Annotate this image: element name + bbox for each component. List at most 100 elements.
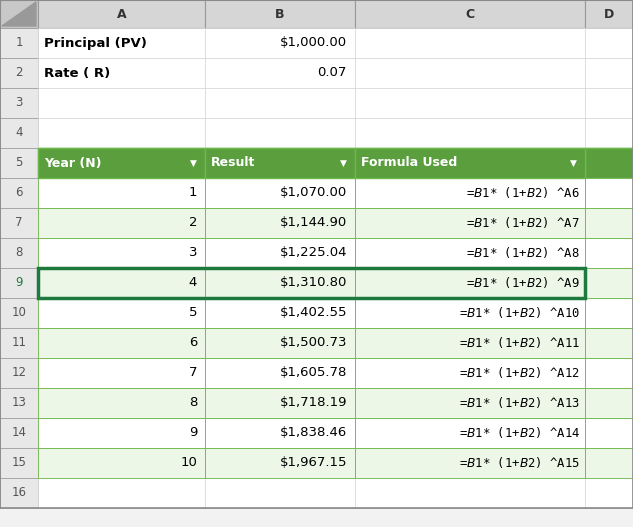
Bar [205,328,355,358]
Bar [355,448,585,478]
Text: 2: 2 [189,217,197,229]
Bar [38,28,205,58]
Bar [0,328,38,358]
Text: C: C [465,7,475,21]
Bar [355,208,585,238]
Bar [585,28,633,58]
Bar [205,298,355,328]
Text: =$B$1* (1+$B$2) ^A10: =$B$1* (1+$B$2) ^A10 [459,306,580,320]
Text: $1,070.00: $1,070.00 [280,187,347,200]
Bar [355,0,585,28]
Text: Principal (PV): Principal (PV) [44,36,147,50]
Text: 10: 10 [11,307,27,319]
Bar [38,238,205,268]
Text: ▼: ▼ [189,159,196,168]
Bar [355,88,585,118]
Text: Result: Result [211,157,255,170]
Text: $1,310.80: $1,310.80 [280,277,347,289]
Bar [0,388,38,418]
Bar [355,268,585,298]
Bar [205,0,355,28]
Bar [38,178,205,208]
Bar [355,178,585,208]
Bar [585,58,633,88]
Text: 15: 15 [11,456,27,470]
Bar [585,238,633,268]
Text: 6: 6 [15,187,23,200]
Text: =$B$1* (1+$B$2) ^A9: =$B$1* (1+$B$2) ^A9 [466,276,580,290]
Bar [38,208,205,238]
Bar [0,418,38,448]
Text: 3: 3 [15,96,23,110]
Text: 7: 7 [189,366,197,379]
Bar [0,88,38,118]
Text: $1,718.19: $1,718.19 [280,396,347,409]
Bar [205,28,355,58]
Bar [0,448,38,478]
Text: 1: 1 [15,36,23,50]
Bar [0,148,38,178]
Text: $1,402.55: $1,402.55 [280,307,347,319]
Text: $1,967.15: $1,967.15 [280,456,347,470]
Text: 8: 8 [15,247,23,259]
Bar [205,448,355,478]
Bar [0,178,38,208]
Bar [38,118,205,148]
Text: $1,144.90: $1,144.90 [280,217,347,229]
Text: 3: 3 [189,247,197,259]
Bar [38,418,205,448]
Bar [355,148,585,178]
Text: D: D [604,7,614,21]
Text: B: B [275,7,285,21]
Bar [205,418,355,448]
Text: 11: 11 [11,337,27,349]
Bar [205,268,355,298]
Bar [0,358,38,388]
Text: ▼: ▼ [339,159,346,168]
Bar [585,88,633,118]
Bar [585,0,633,28]
Bar [0,58,38,88]
Bar [355,388,585,418]
Bar [205,88,355,118]
Text: =$B$1* (1+$B$2) ^A11: =$B$1* (1+$B$2) ^A11 [459,336,580,350]
Bar [355,118,585,148]
Text: 8: 8 [189,396,197,409]
Bar [585,388,633,418]
Bar [585,268,633,298]
Polygon shape [2,2,36,26]
Bar [0,238,38,268]
Bar [585,448,633,478]
Bar [355,418,585,448]
Bar [0,298,38,328]
Text: =$B$1* (1+$B$2) ^A14: =$B$1* (1+$B$2) ^A14 [458,425,580,441]
Text: $1,225.04: $1,225.04 [280,247,347,259]
Text: Formula Used: Formula Used [361,157,457,170]
Text: =$B$1* (1+$B$2) ^A15: =$B$1* (1+$B$2) ^A15 [459,455,580,471]
Bar [355,28,585,58]
Text: Rate ( R): Rate ( R) [44,66,110,80]
Bar [585,148,633,178]
Bar [38,268,585,298]
Bar [38,268,205,298]
Text: =$B$1* (1+$B$2) ^A7: =$B$1* (1+$B$2) ^A7 [466,216,580,230]
Text: Year (N): Year (N) [44,157,101,170]
Bar [38,358,205,388]
Bar [0,28,38,58]
Bar [38,58,205,88]
Bar [0,0,38,28]
Text: 10: 10 [180,456,197,470]
Text: $1,838.46: $1,838.46 [280,426,347,440]
Bar [585,418,633,448]
Bar [205,118,355,148]
Text: $1,500.73: $1,500.73 [280,337,347,349]
Bar [585,208,633,238]
Text: 2: 2 [15,66,23,80]
Bar [205,478,355,508]
Bar [355,298,585,328]
Bar [38,298,205,328]
Bar [205,178,355,208]
Bar [205,238,355,268]
Text: =$B$1* (1+$B$2) ^A8: =$B$1* (1+$B$2) ^A8 [466,246,580,260]
Text: 5: 5 [189,307,197,319]
